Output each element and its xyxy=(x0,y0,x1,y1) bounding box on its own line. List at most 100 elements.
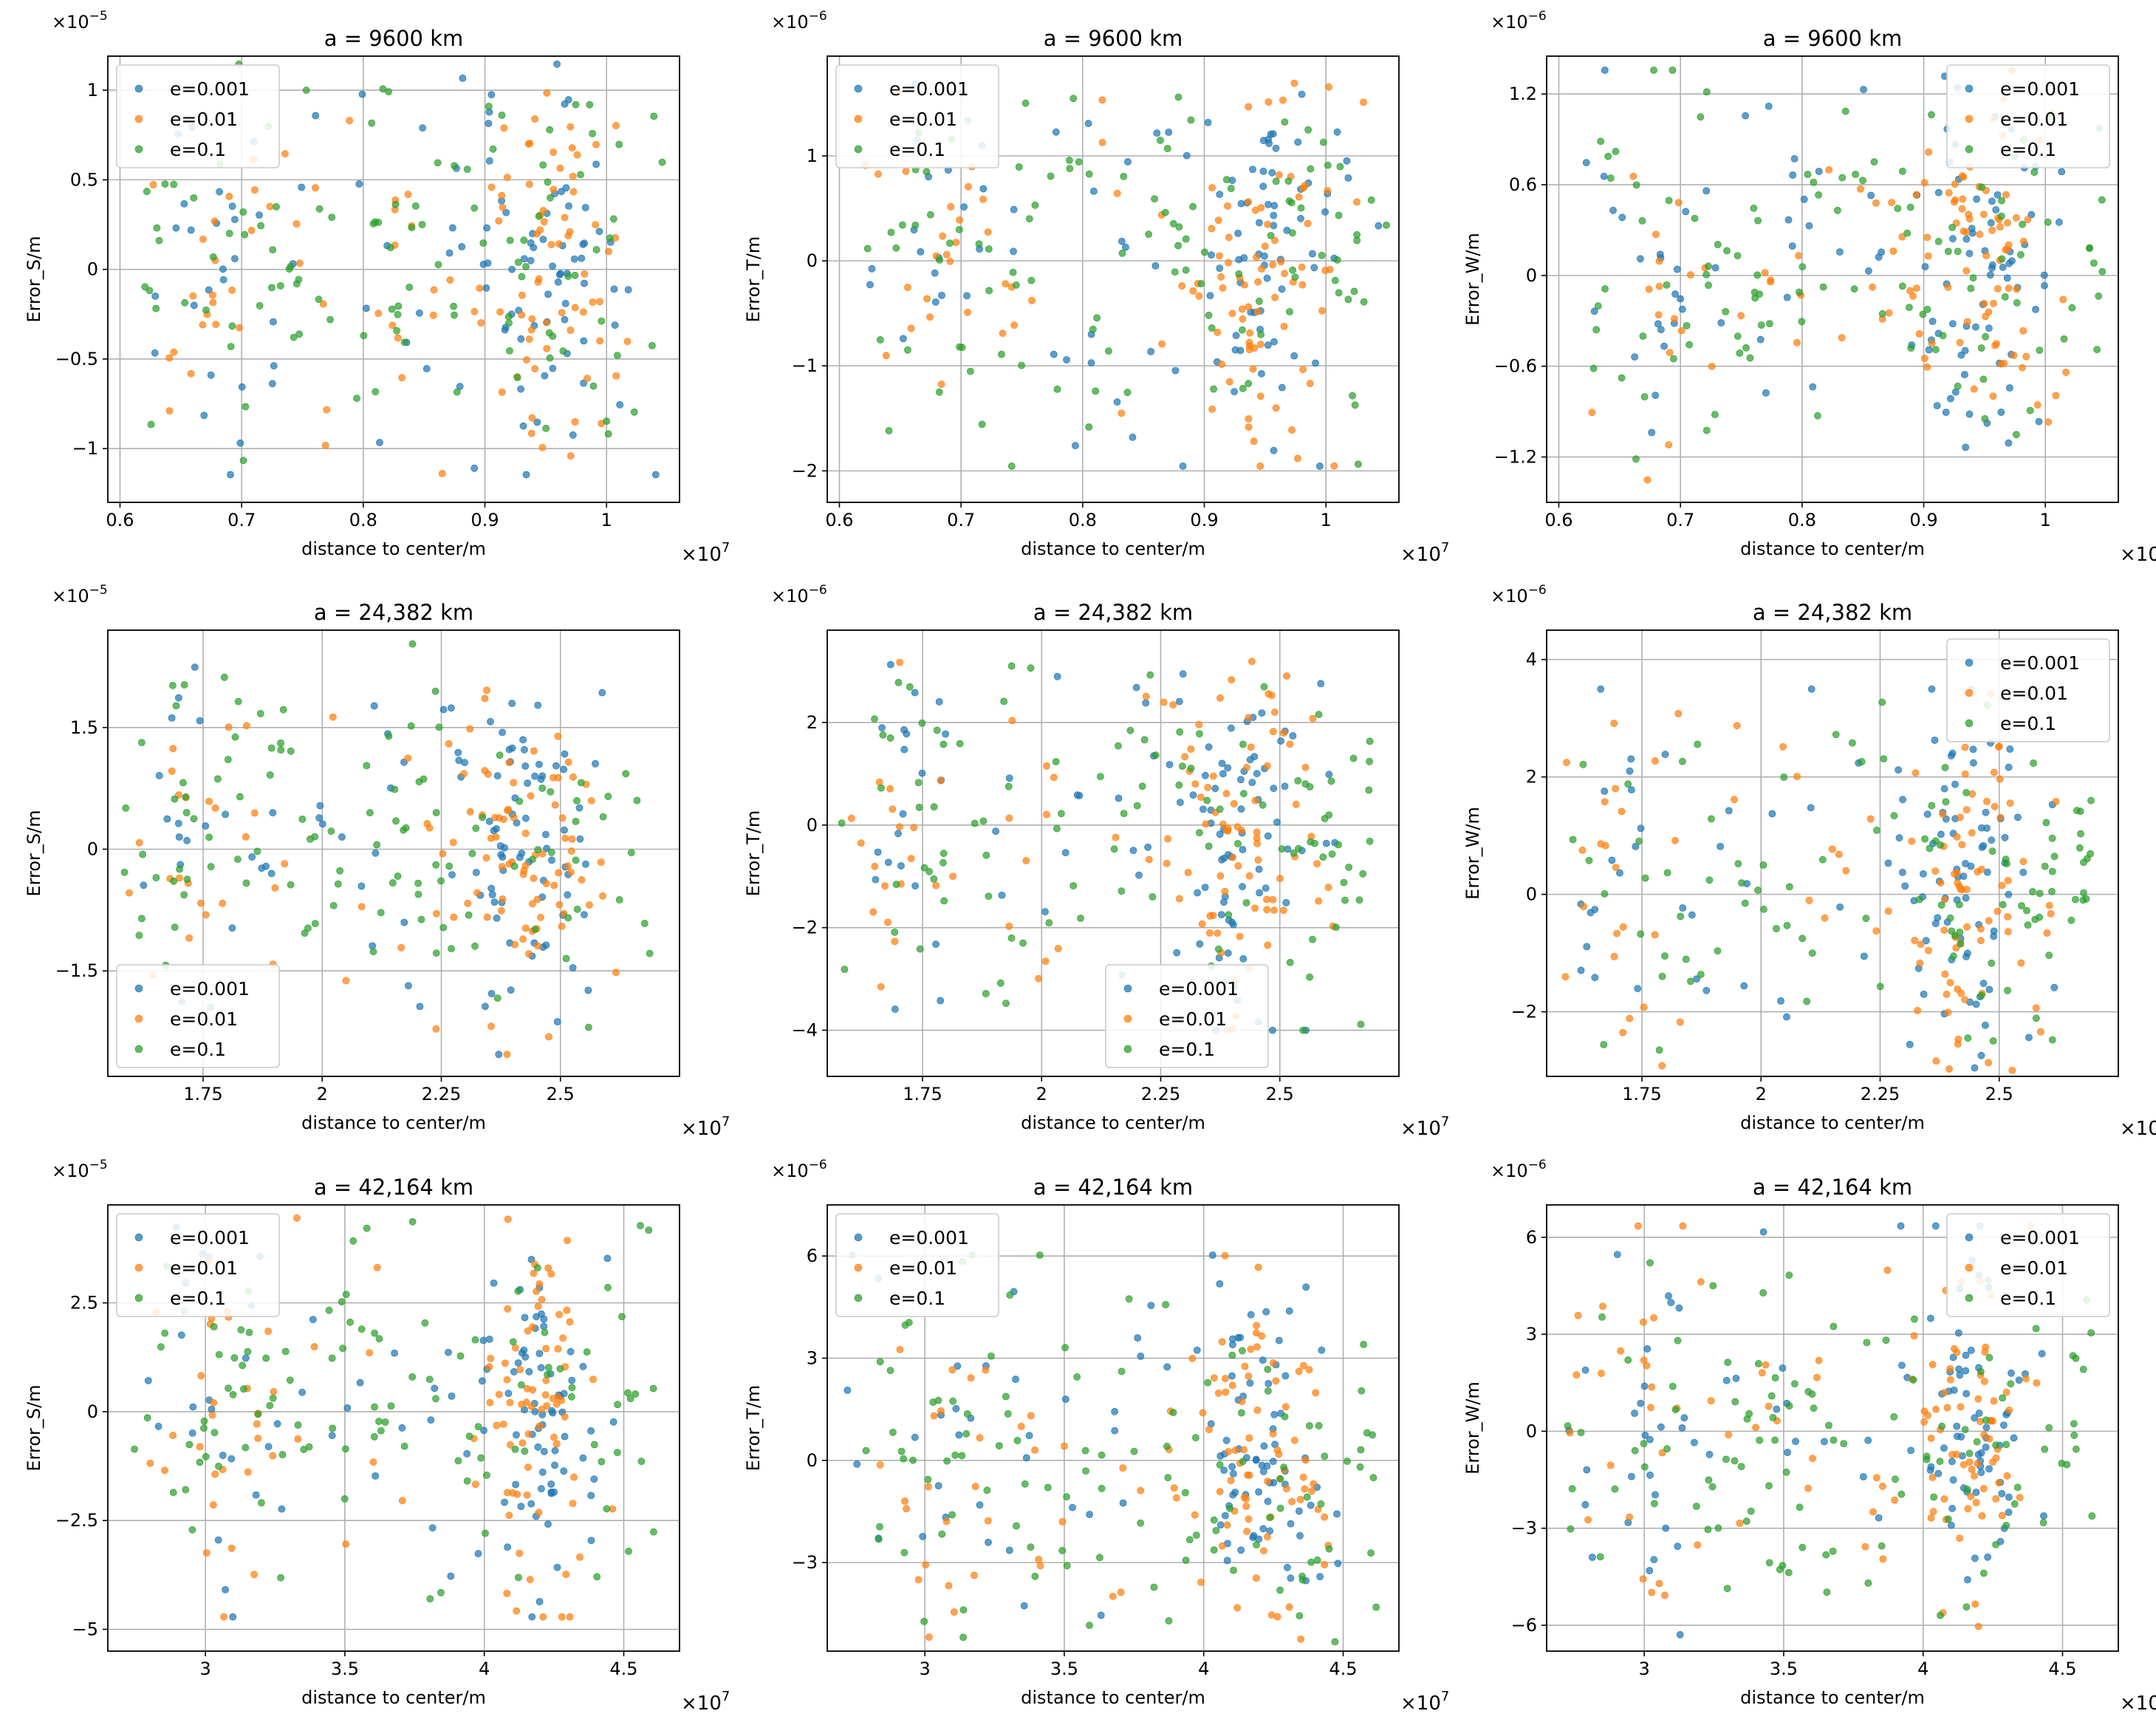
data-point-e=0.001 xyxy=(495,1051,503,1059)
x-tick-label: 1 xyxy=(1321,510,1332,530)
data-point-e=0.1 xyxy=(1779,1562,1787,1570)
data-point-e=0.1 xyxy=(1813,411,1821,420)
data-point-e=0.01 xyxy=(1271,293,1279,301)
data-point-e=0.1 xyxy=(402,824,410,832)
data-point-e=0.001 xyxy=(1275,1336,1283,1345)
data-point-e=0.001 xyxy=(1090,187,1098,195)
data-point-e=0.001 xyxy=(1217,911,1225,918)
data-point-e=0.1 xyxy=(1567,1525,1575,1533)
data-point-e=0.01 xyxy=(1253,1329,1260,1336)
data-point-e=0.01 xyxy=(1017,1423,1025,1430)
data-point-e=0.1 xyxy=(959,1633,967,1642)
data-point-e=0.001 xyxy=(155,772,163,779)
data-point-e=0.01 xyxy=(1964,1505,1972,1513)
data-point-e=0.01 xyxy=(545,1033,552,1041)
data-point-e=0.1 xyxy=(1331,276,1339,284)
data-point-e=0.001 xyxy=(1216,1521,1225,1528)
data-point-e=0.1 xyxy=(180,681,188,689)
data-point-e=0.01 xyxy=(569,172,577,180)
data-point-e=0.1 xyxy=(1928,802,1936,810)
data-point-e=0.1 xyxy=(1210,1516,1218,1524)
data-point-e=0.1 xyxy=(172,702,180,710)
data-point-e=0.01 xyxy=(1765,1402,1773,1410)
data-point-e=0.1 xyxy=(418,221,426,228)
data-point-e=0.001 xyxy=(1661,751,1669,759)
data-point-e=0.001 xyxy=(1333,128,1341,136)
data-point-e=0.01 xyxy=(1109,1592,1117,1600)
data-point-e=0.01 xyxy=(1246,329,1254,337)
data-point-e=0.01 xyxy=(2005,284,2013,293)
data-point-e=0.001 xyxy=(931,269,939,277)
data-point-e=0.01 xyxy=(2047,910,2055,918)
data-point-e=0.1 xyxy=(983,1486,991,1495)
data-point-e=0.1 xyxy=(985,245,993,253)
data-point-e=0.01 xyxy=(1940,1495,1948,1503)
legend-marker xyxy=(1965,1263,1974,1272)
data-point-e=0.01 xyxy=(1958,886,1966,894)
data-point-e=0.001 xyxy=(479,1336,487,1345)
data-point-e=0.1 xyxy=(1944,1515,1952,1523)
data-point-e=0.1 xyxy=(1705,262,1712,270)
data-point-e=0.1 xyxy=(1890,1413,1898,1421)
data-point-e=0.001 xyxy=(892,1005,899,1013)
data-point-e=0.1 xyxy=(408,640,417,648)
data-point-e=0.1 xyxy=(515,259,522,266)
data-point-e=0.001 xyxy=(1296,1531,1304,1540)
data-point-e=0.01 xyxy=(389,321,397,329)
data-point-e=0.01 xyxy=(165,354,174,362)
data-point-e=0.001 xyxy=(1674,1543,1682,1550)
data-point-e=0.01 xyxy=(1253,834,1261,842)
data-point-e=0.01 xyxy=(1283,672,1290,680)
data-point-e=0.1 xyxy=(1870,158,1878,165)
data-point-e=0.01 xyxy=(2062,369,2070,376)
data-point-e=0.1 xyxy=(465,1432,473,1440)
data-point-e=0.01 xyxy=(1225,1448,1232,1455)
data-point-e=0.1 xyxy=(1769,1414,1777,1421)
data-point-e=0.001 xyxy=(843,1387,852,1394)
data-point-e=0.001 xyxy=(487,884,496,892)
data-point-e=0.1 xyxy=(1702,88,1711,96)
data-point-e=0.01 xyxy=(596,298,603,306)
data-point-e=0.01 xyxy=(1256,341,1264,348)
data-point-e=0.001 xyxy=(530,244,538,252)
data-point-e=0.01 xyxy=(1273,1613,1281,1621)
data-point-e=0.001 xyxy=(2032,305,2039,313)
data-point-e=0.01 xyxy=(1980,1378,1988,1385)
data-point-e=0.1 xyxy=(2090,259,2098,267)
data-point-e=0.001 xyxy=(911,1433,919,1441)
data-point-e=0.01 xyxy=(1961,996,1969,1004)
data-point-e=0.1 xyxy=(573,797,581,805)
data-point-e=0.01 xyxy=(1189,287,1197,295)
data-point-e=0.01 xyxy=(1297,1635,1304,1643)
data-point-e=0.01 xyxy=(149,181,157,188)
data-point-e=0.01 xyxy=(971,1483,979,1491)
data-point-e=0.1 xyxy=(1073,1373,1081,1381)
data-point-e=0.001 xyxy=(1921,263,1929,270)
data-point-e=0.01 xyxy=(1982,252,1991,259)
data-point-e=0.01 xyxy=(1965,211,1973,219)
data-point-e=0.1 xyxy=(278,1451,287,1458)
data-point-e=0.01 xyxy=(875,170,882,178)
data-point-e=0.001 xyxy=(2001,833,2009,841)
data-point-e=0.01 xyxy=(877,983,885,991)
data-point-e=0.01 xyxy=(373,1263,381,1271)
data-point-e=0.1 xyxy=(1007,934,1016,942)
data-point-e=0.01 xyxy=(1145,855,1153,864)
data-point-e=0.1 xyxy=(1998,197,2005,205)
y-axis-exponent: −5 xyxy=(89,583,108,598)
data-point-e=0.1 xyxy=(228,322,236,330)
data-point-e=0.01 xyxy=(323,406,331,414)
data-point-e=0.01 xyxy=(1793,338,1801,346)
data-point-e=0.001 xyxy=(1627,786,1635,793)
data-point-e=0.1 xyxy=(1313,1556,1321,1564)
data-point-e=0.1 xyxy=(432,1395,439,1403)
data-point-e=0.1 xyxy=(593,1573,601,1581)
data-point-e=0.01 xyxy=(1245,872,1253,880)
data-point-e=0.1 xyxy=(1819,283,1827,291)
data-point-e=0.001 xyxy=(2040,1512,2047,1520)
legend-box xyxy=(835,1213,999,1317)
data-point-e=0.01 xyxy=(982,1366,990,1374)
data-point-e=0.001 xyxy=(1777,997,1784,1005)
data-point-e=0.001 xyxy=(592,759,599,768)
